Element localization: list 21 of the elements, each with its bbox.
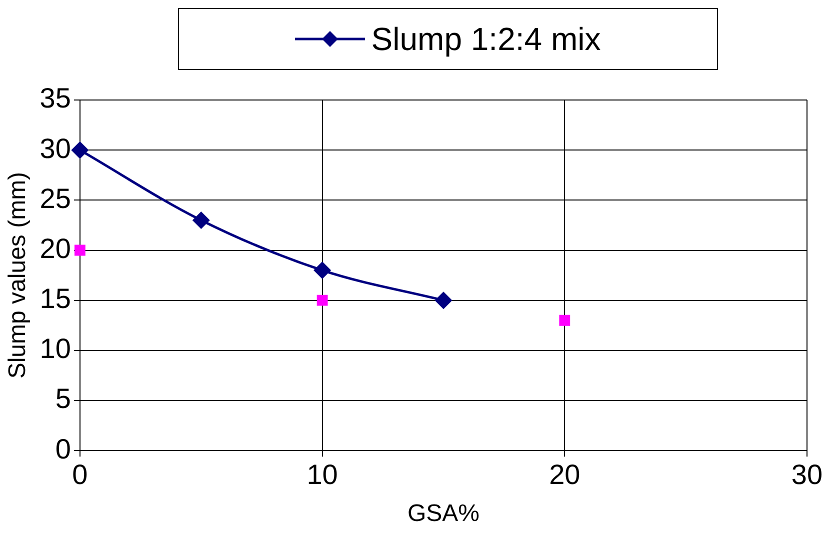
y-tick-label: 10 [40,333,71,364]
x-tick-label: 10 [306,459,338,490]
point [192,212,210,228]
point [314,262,331,279]
y-tick-label: 25 [40,182,71,214]
point [316,294,328,306]
y-tick-label: 15 [40,283,71,314]
x-axis-title: GSA% [407,500,480,528]
y-tick-label: 20 [40,232,71,264]
x-tick-label: 30 [791,459,823,490]
y-tick-label: 30 [40,132,71,164]
y-tick-label: 0 [55,433,71,464]
legend-label: Slump 1:2:4 mix [371,20,601,58]
point [74,244,86,256]
point [559,314,570,326]
y-tick-label: 5 [55,383,71,414]
point [435,292,452,309]
y-tick-label: 35 [40,82,71,114]
point [72,142,88,158]
x-tick-label: 20 [549,459,580,490]
y-axis-title: Slump values (mm) [4,172,32,379]
